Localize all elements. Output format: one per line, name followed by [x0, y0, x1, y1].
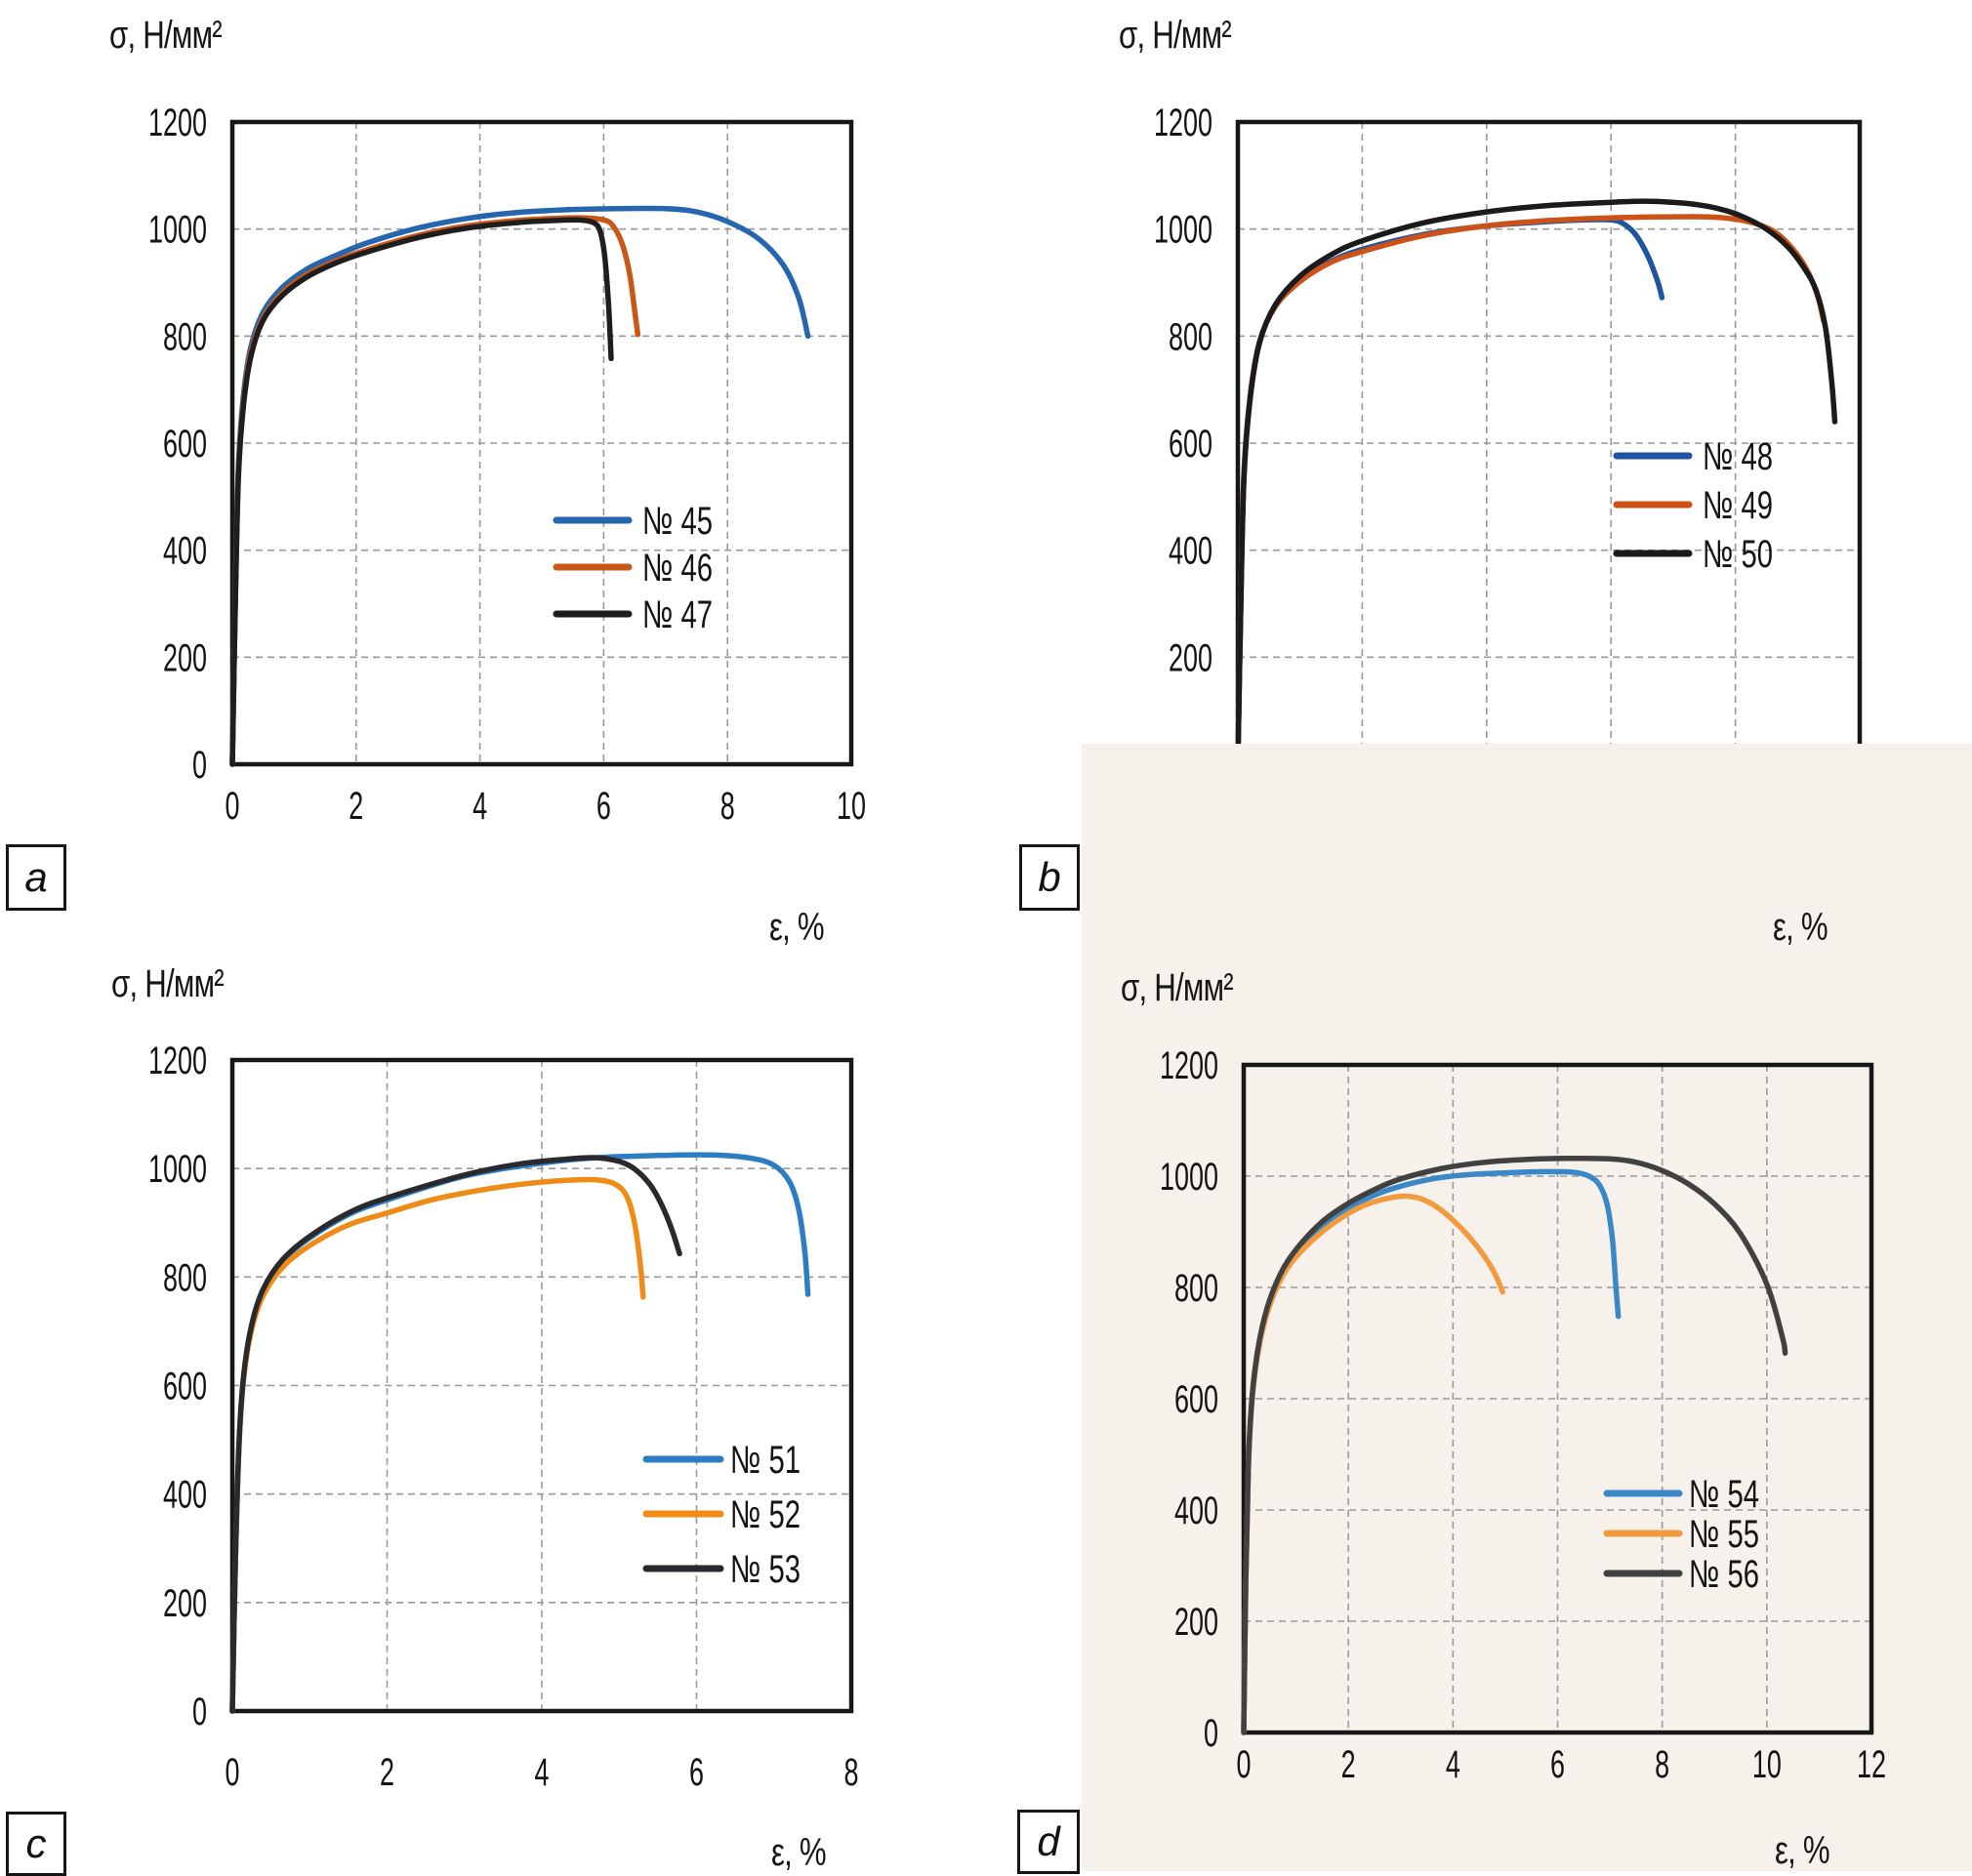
panel-a-xtick-2: 2: [349, 785, 363, 828]
panel-c-x-axis-unit-label: ε, %: [771, 1831, 827, 1874]
panel-c-ytick-0: 0: [192, 1691, 207, 1733]
panel-d-ytick-800: 800: [1174, 1267, 1218, 1310]
panel-d-xtick-6: 6: [1550, 1743, 1565, 1786]
panel-b-y-axis-unit-label: σ, Н/мм²: [1119, 14, 1232, 57]
panel-b-ytick-800: 800: [1169, 315, 1212, 358]
panel-c-legend-label-1: № 52: [730, 1493, 801, 1536]
panel-b-legend-label-1: № 49: [1703, 484, 1773, 527]
panel-d-xtick-2: 2: [1341, 1743, 1356, 1786]
panel-b-series-2-curve: [1235, 198, 1838, 767]
panel-d-ytick-0: 0: [1204, 1712, 1218, 1755]
panel-d-series-2-curve: [1241, 1156, 1788, 1735]
panel-a-ytick-1200: 1200: [148, 102, 207, 144]
panel-d-plot-frame: [1241, 1062, 1874, 1735]
panel-d-legend-label-1: № 55: [1689, 1513, 1759, 1556]
panel-a-ytick-0: 0: [192, 744, 207, 787]
panel-d-xtick-8: 8: [1655, 1743, 1669, 1786]
panel-d-xtick-0: 0: [1237, 1743, 1252, 1786]
panel-b-ytick-1000: 1000: [1154, 209, 1212, 252]
panel-c-series-2-curve: [229, 1155, 682, 1714]
panel-c-xtick-8: 8: [844, 1751, 859, 1794]
chart-panel-a: [229, 119, 854, 767]
panel-d-xtick-4: 4: [1446, 1743, 1460, 1786]
chart-panel-d: [1082, 744, 1972, 1871]
panel-a-series-0-curve: [229, 205, 811, 767]
panel-a-series-1-curve: [229, 215, 641, 767]
panel-d-ytick-600: 600: [1174, 1378, 1218, 1421]
panel-c-series-1-curve: [229, 1176, 646, 1714]
panel-a-plot-frame: [229, 119, 854, 767]
panel-d-label: d: [1037, 1818, 1060, 1864]
panel-a-x-axis-unit-label: ε, %: [769, 906, 825, 949]
panel-a-xtick-6: 6: [596, 785, 611, 828]
panel-c-legend-label-0: № 51: [730, 1439, 801, 1482]
panel-c-xtick-2: 2: [380, 1751, 394, 1794]
panel-c-ytick-600: 600: [163, 1366, 207, 1408]
panel-d-ytick-1200: 1200: [1160, 1044, 1218, 1087]
panel-c-ytick-1000: 1000: [148, 1148, 207, 1191]
panel-c-ytick-1200: 1200: [148, 1040, 207, 1082]
panel-a-label: a: [24, 854, 48, 900]
panel-a-legend-label-0: № 45: [642, 500, 713, 543]
panel-d-label-box: d: [1017, 1810, 1080, 1874]
panel-a-series-2-curve: [229, 217, 614, 767]
panel-b-series-0-curve: [1235, 217, 1665, 767]
panel-d-legend-label-0: № 54: [1689, 1473, 1759, 1516]
panel-a-legend-label-2: № 47: [642, 593, 713, 636]
panel-d-ytick-1000: 1000: [1160, 1156, 1218, 1199]
panel-a-xtick-10: 10: [837, 785, 866, 828]
panel-d-scan-tint: [1082, 744, 1972, 1871]
panel-d-x-axis-unit-label: ε, %: [1775, 1829, 1830, 1872]
panel-a-ytick-800: 800: [163, 315, 207, 358]
panel-c-ytick-800: 800: [163, 1256, 207, 1299]
panel-c-label-box: c: [6, 1812, 66, 1876]
panel-a-xtick-0: 0: [226, 785, 240, 828]
panel-c-label: c: [25, 1820, 47, 1866]
panel-a-label-box: a: [6, 844, 66, 911]
panel-c-xtick-0: 0: [226, 1751, 240, 1794]
panel-c-legend-label-2: № 53: [730, 1548, 801, 1591]
panel-c-plot-frame: [229, 1057, 854, 1714]
panel-a-ytick-200: 200: [163, 636, 207, 679]
panel-b-legend-label-2: № 50: [1703, 533, 1773, 576]
panel-b-legend-label-0: № 48: [1703, 435, 1773, 478]
panel-a-legend-label-1: № 46: [642, 547, 713, 590]
panel-d-y-axis-unit-label: σ, Н/мм²: [1121, 966, 1234, 1009]
panel-b-label: b: [1038, 854, 1061, 900]
panel-c-ytick-400: 400: [163, 1474, 207, 1517]
panel-a-ytick-600: 600: [163, 423, 207, 466]
panel-a-ytick-400: 400: [163, 530, 207, 573]
panel-a-xtick-8: 8: [720, 785, 735, 828]
panel-b-label-box: b: [1019, 844, 1080, 911]
panel-a-xtick-4: 4: [472, 785, 487, 828]
panel-a-y-axis-unit-label: σ, Н/мм²: [109, 14, 223, 57]
panel-c-xtick-4: 4: [535, 1751, 550, 1794]
panel-c-xtick-6: 6: [689, 1751, 704, 1794]
panel-b-x-axis-unit-label: ε, %: [1773, 906, 1828, 949]
panel-a-ytick-1000: 1000: [148, 209, 207, 252]
panel-d-ytick-200: 200: [1174, 1601, 1218, 1644]
panel-c-ytick-200: 200: [163, 1582, 207, 1625]
panel-d-legend-label-2: № 56: [1689, 1553, 1759, 1596]
chart-panel-c: [229, 1057, 854, 1714]
panel-c-y-axis-unit-label: σ, Н/мм²: [111, 962, 225, 1005]
panel-b-ytick-200: 200: [1169, 636, 1212, 679]
panel-b-ytick-600: 600: [1169, 423, 1212, 466]
panel-d-ytick-400: 400: [1174, 1489, 1218, 1532]
panel-d-xtick-10: 10: [1752, 1743, 1782, 1786]
panel-d-xtick-12: 12: [1857, 1743, 1886, 1786]
panel-b-ytick-1200: 1200: [1154, 102, 1212, 144]
panel-b-ytick-400: 400: [1169, 530, 1212, 573]
